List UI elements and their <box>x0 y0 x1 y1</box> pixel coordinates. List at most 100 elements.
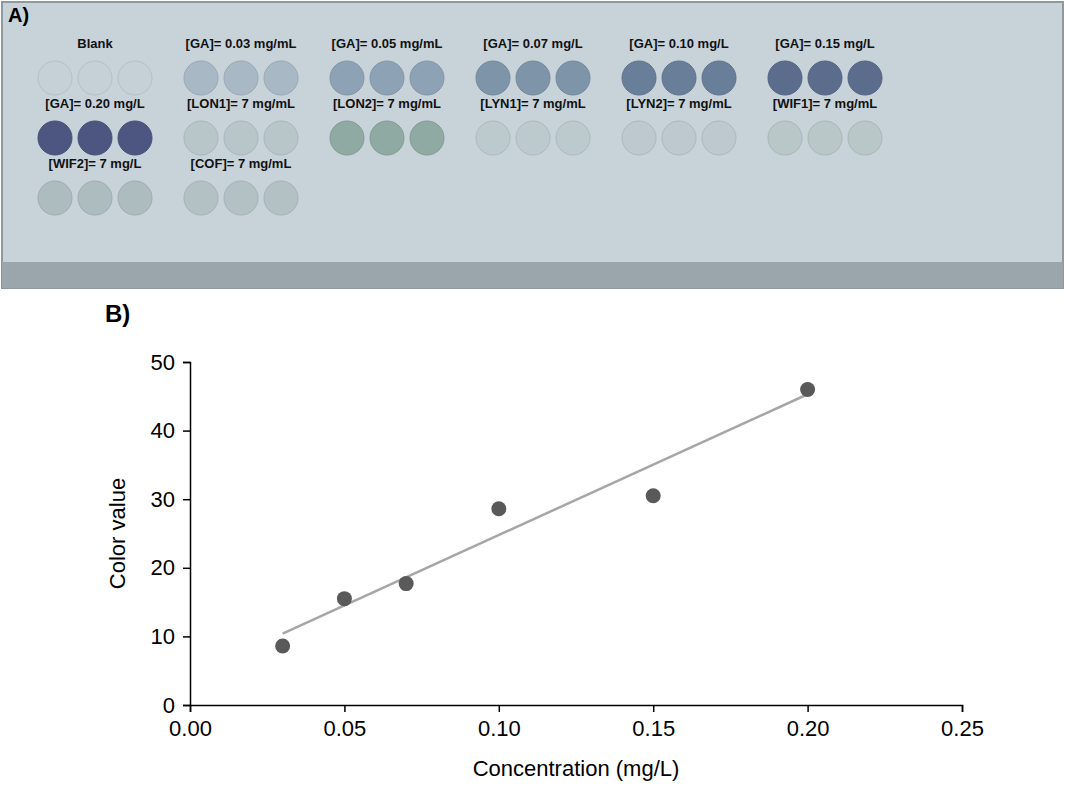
spot <box>224 121 258 155</box>
tick-label: 0.00 <box>169 716 212 741</box>
group-label: [LON1]= 7 mg/mL <box>187 96 295 111</box>
group-label: [GA]= 0.03 mg/mL <box>186 36 297 51</box>
spot <box>224 61 258 95</box>
group-label: [WIF1]= 7 mg/mL <box>773 96 877 111</box>
spot <box>476 121 510 155</box>
spot <box>264 61 298 95</box>
spot <box>808 61 842 95</box>
spot <box>702 121 736 155</box>
tick-label: 0.25 <box>941 716 984 741</box>
tick: 0.05 <box>323 705 366 741</box>
spot <box>476 61 510 95</box>
spot <box>556 121 590 155</box>
tick-mark <box>183 636 190 638</box>
paper-edge <box>2 262 1063 288</box>
spot <box>330 61 364 95</box>
spot <box>410 61 444 95</box>
spot <box>370 121 404 155</box>
spot <box>78 181 112 215</box>
spot <box>516 121 550 155</box>
panel-a: A) Blank [GA]= 0.03 mg/mL [GA]= 0.05 mg/mL [… <box>2 2 1063 288</box>
spot <box>702 61 736 95</box>
group-label: [GA]= 0.15 mg/L <box>775 36 874 51</box>
group-label: Blank <box>77 36 113 51</box>
tick-label: 20 <box>151 555 175 580</box>
tick-label: 0.05 <box>323 716 366 741</box>
tick: 20 <box>151 555 190 580</box>
spot <box>808 121 842 155</box>
tick: 0.00 <box>169 705 212 741</box>
group-label: [COF]= 7 mg/mL <box>191 156 292 171</box>
x-axis: 0.00 0.05 0.10 0.15 0.20 0.25 <box>169 705 984 741</box>
spot <box>848 121 882 155</box>
group-label: [GA]= 0.05 mg/mL <box>332 36 443 51</box>
panel-b: B) 0.00 0.05 0.10 0.15 0.20 0.25 0 10 20 30 40 50 Con… <box>105 300 984 781</box>
spot <box>118 61 152 95</box>
tick: 40 <box>151 418 190 443</box>
axis-line <box>183 363 191 706</box>
y-axis-title: Color value <box>105 478 130 589</box>
spot <box>118 121 152 155</box>
point <box>275 639 290 654</box>
paper <box>2 2 1063 288</box>
tick-mark <box>653 705 655 712</box>
spot <box>38 61 72 95</box>
tick-label: 10 <box>151 624 175 649</box>
spot <box>38 121 72 155</box>
trend-line <box>283 394 808 633</box>
group-label: [GA]= 0.07 mg/L <box>483 36 582 51</box>
tick: 30 <box>151 487 190 512</box>
spot <box>264 121 298 155</box>
tick-label: 50 <box>151 350 175 375</box>
point <box>800 382 815 397</box>
spot <box>370 61 404 95</box>
y-axis: 0 10 20 30 40 50 <box>151 350 191 718</box>
spot <box>184 121 218 155</box>
point <box>646 488 661 503</box>
tick-mark <box>499 705 501 712</box>
point <box>337 591 352 606</box>
tick: 10 <box>151 624 190 649</box>
spot <box>622 121 656 155</box>
spot <box>662 121 696 155</box>
spot <box>78 61 112 95</box>
tick: 0 <box>163 693 190 718</box>
spot <box>410 121 444 155</box>
tick-label: 0.10 <box>478 716 521 741</box>
group-label: [WIF2]= 7 mg/L <box>49 156 142 171</box>
spot <box>556 61 590 95</box>
tick-mark <box>183 705 190 707</box>
axis-line <box>191 706 963 713</box>
tick-label: 0 <box>163 693 175 718</box>
figure: A) Blank [GA]= 0.03 mg/mL [GA]= 0.05 mg/mL [… <box>0 0 1065 791</box>
spot <box>330 121 364 155</box>
plot-area <box>275 382 815 654</box>
tick-mark <box>183 499 190 501</box>
tick-label: 30 <box>151 487 175 512</box>
group-label: [LYN1]= 7 mg/mL <box>480 96 585 111</box>
tick-mark <box>807 705 809 712</box>
tick-mark <box>962 705 964 712</box>
tick-mark <box>183 430 190 432</box>
tick-label: 0.15 <box>632 716 675 741</box>
spot <box>516 61 550 95</box>
spot <box>622 61 656 95</box>
group-label: [GA]= 0.10 mg/L <box>629 36 728 51</box>
tick-mark <box>183 568 190 570</box>
tick-label: 0.20 <box>787 716 830 741</box>
group-label: [LON2]= 7 mg/mL <box>333 96 441 111</box>
spot <box>768 61 802 95</box>
spot <box>662 61 696 95</box>
spot <box>768 121 802 155</box>
x-axis-title: Concentration (mg/L) <box>473 756 680 781</box>
tick: 0.10 <box>478 705 521 741</box>
panel-letter: B) <box>105 300 130 327</box>
tick-mark <box>344 705 346 712</box>
spot <box>224 181 258 215</box>
tick: 50 <box>151 350 190 375</box>
spot <box>38 181 72 215</box>
panel-letter: A) <box>8 4 29 26</box>
tick-mark <box>183 362 190 364</box>
group-label: [LYN2]= 7 mg/mL <box>626 96 731 111</box>
tick: 0.15 <box>632 705 675 741</box>
